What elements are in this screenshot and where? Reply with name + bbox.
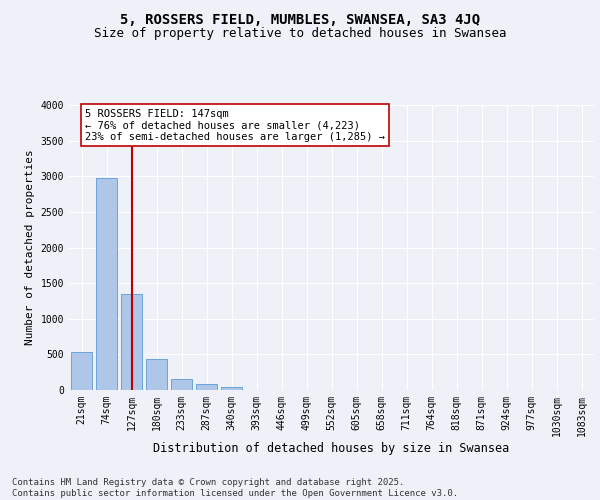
- Text: Contains HM Land Registry data © Crown copyright and database right 2025.
Contai: Contains HM Land Registry data © Crown c…: [12, 478, 458, 498]
- Bar: [71, 352, 92, 390]
- Text: 5, ROSSERS FIELD, MUMBLES, SWANSEA, SA3 4JQ: 5, ROSSERS FIELD, MUMBLES, SWANSEA, SA3 …: [120, 12, 480, 26]
- Bar: [96, 178, 117, 390]
- Bar: [171, 378, 192, 390]
- X-axis label: Distribution of detached houses by size in Swansea: Distribution of detached houses by size …: [154, 442, 509, 454]
- Bar: [221, 387, 242, 390]
- Bar: [121, 294, 142, 390]
- Text: Size of property relative to detached houses in Swansea: Size of property relative to detached ho…: [94, 28, 506, 40]
- Bar: [196, 384, 217, 390]
- Bar: [146, 360, 167, 390]
- Text: 5 ROSSERS FIELD: 147sqm
← 76% of detached houses are smaller (4,223)
23% of semi: 5 ROSSERS FIELD: 147sqm ← 76% of detache…: [85, 108, 385, 142]
- Y-axis label: Number of detached properties: Number of detached properties: [25, 150, 35, 346]
